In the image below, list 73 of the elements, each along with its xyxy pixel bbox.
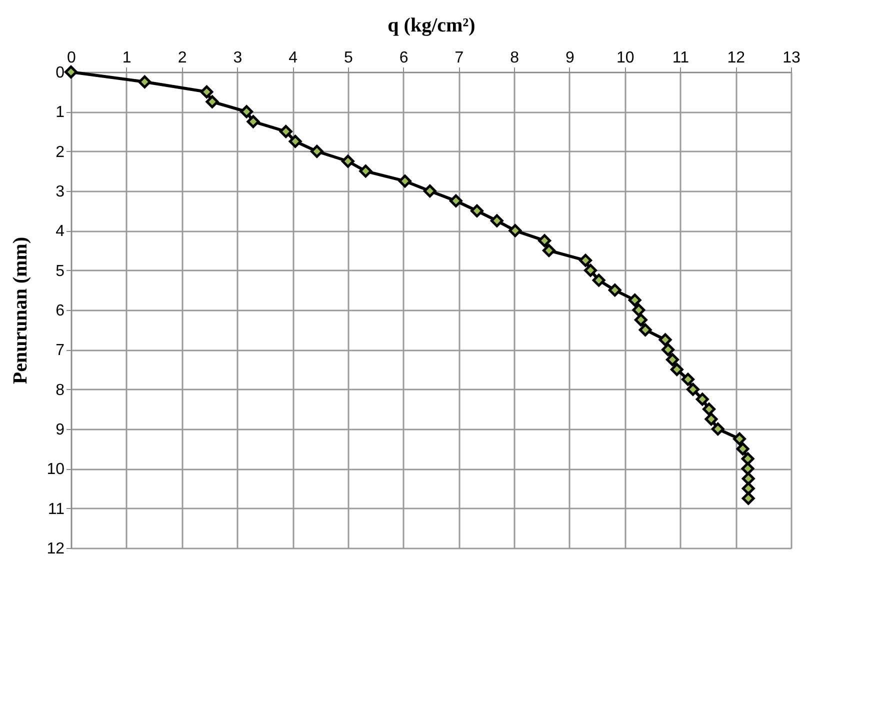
x-tick-label: 2	[178, 50, 187, 66]
x-tick-label: 10	[616, 50, 634, 66]
x-tick-label: 1	[122, 50, 132, 66]
point	[398, 174, 412, 188]
point	[634, 313, 648, 326]
y-tick-label: 1	[56, 104, 65, 122]
point	[696, 392, 709, 406]
x-tick-label: 12	[727, 50, 746, 66]
point	[658, 333, 672, 346]
x-tick-label: 9	[566, 50, 575, 66]
point	[64, 66, 78, 78]
x-tick-label: 13	[782, 50, 800, 66]
y-tick-label: 5	[56, 262, 65, 280]
y-tick-label: 0	[56, 64, 65, 82]
point	[449, 194, 462, 208]
x-tick-label: 8	[510, 50, 520, 66]
point	[470, 204, 484, 218]
point	[742, 472, 755, 486]
x-tick-label: 0	[67, 50, 76, 66]
point	[670, 363, 684, 376]
x-tick-label: 7	[454, 50, 464, 66]
point	[200, 85, 214, 98]
point	[608, 284, 622, 297]
point	[584, 264, 597, 277]
point	[736, 442, 750, 456]
y-axis-title: Penurunan (mm)	[10, 236, 32, 384]
y-tick-label: 12	[46, 540, 65, 558]
point	[742, 482, 755, 495]
point	[579, 254, 592, 267]
point	[246, 115, 260, 128]
point	[359, 164, 372, 178]
point	[423, 184, 436, 198]
point	[206, 95, 219, 108]
point	[592, 274, 606, 287]
point	[662, 343, 675, 356]
point	[138, 75, 152, 88]
point	[279, 125, 292, 138]
y-tick-label: 10	[46, 461, 65, 478]
x-tick-label: 4	[288, 50, 298, 66]
point	[310, 144, 324, 158]
y-tick-label: 9	[56, 422, 65, 438]
point	[542, 244, 556, 257]
point	[538, 234, 552, 248]
y-tick-label: 8	[56, 382, 65, 399]
x-tick-label: 6	[399, 50, 408, 66]
point	[638, 323, 652, 336]
y-tick-label: 6	[56, 302, 65, 320]
y-tick-label: 3	[56, 184, 65, 200]
point	[742, 492, 755, 505]
point	[702, 402, 716, 416]
point	[341, 154, 354, 168]
point	[240, 105, 254, 118]
x-tick-label: 3	[233, 50, 242, 66]
point	[741, 462, 754, 476]
point	[711, 422, 724, 436]
point	[508, 224, 522, 238]
point	[288, 134, 302, 148]
point	[704, 412, 718, 426]
y-tick-label: 7	[56, 342, 65, 360]
point	[741, 452, 754, 466]
y-tick-label: 11	[48, 500, 65, 518]
point	[632, 304, 646, 316]
x-tick-label: 5	[344, 50, 353, 66]
point	[686, 382, 700, 396]
point	[733, 432, 746, 446]
point	[666, 353, 679, 366]
y-tick-label: 4	[56, 223, 65, 240]
y-tick-label: 2	[56, 144, 65, 161]
point	[628, 294, 642, 307]
point	[490, 214, 504, 228]
point	[681, 372, 694, 386]
x-axis-title: q (kg/cm²)	[388, 14, 476, 36]
x-tick-label: 11	[672, 50, 690, 66]
